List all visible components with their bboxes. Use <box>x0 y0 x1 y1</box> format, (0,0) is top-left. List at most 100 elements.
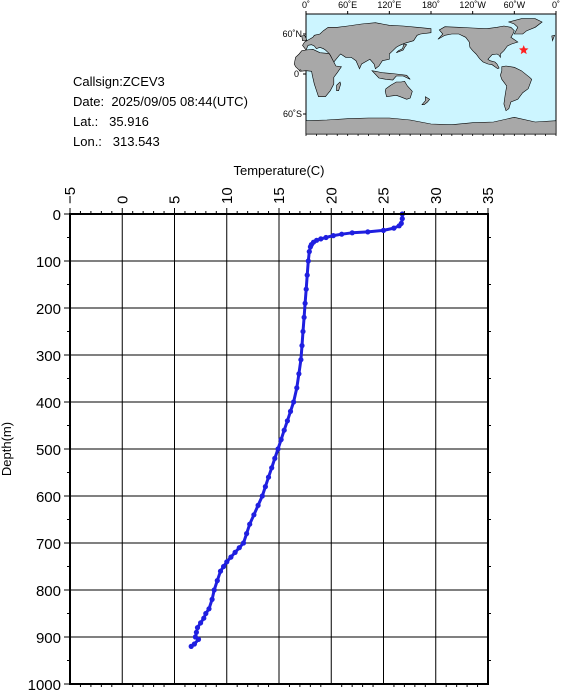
callsign-label: Callsign: <box>73 74 123 89</box>
x-tick-label: 10 <box>219 187 236 204</box>
profile-point <box>318 236 324 242</box>
x-tick-label: 15 <box>271 187 288 204</box>
y-tick-label: 900 <box>36 630 61 647</box>
profile-point <box>339 231 345 237</box>
map-ticks <box>303 11 557 136</box>
lon-label: Lon.: <box>73 134 102 149</box>
profile-point <box>240 540 247 546</box>
profile-point <box>287 408 294 414</box>
y-tick-label: 600 <box>36 489 61 506</box>
profile-point <box>294 385 300 391</box>
profile-point <box>365 229 371 235</box>
profile-point <box>203 610 209 617</box>
x-tick-label: 5 <box>167 196 184 204</box>
profile-point <box>272 455 278 461</box>
profile-point <box>396 223 402 229</box>
temperature-profile-line <box>189 212 404 648</box>
map-landmass <box>305 116 557 135</box>
profile-point <box>224 559 230 565</box>
map-landmass <box>437 25 519 70</box>
profile-point <box>244 531 250 537</box>
y-tick-label: 700 <box>36 536 61 553</box>
map-lat-label: 60˚S <box>283 109 302 119</box>
profile-point <box>188 643 194 650</box>
chart-ticks <box>64 208 491 687</box>
profile-point <box>247 521 253 527</box>
map-landmass <box>336 81 342 91</box>
profile-point <box>195 636 202 643</box>
map-lon-label: 120˚E <box>377 0 401 10</box>
profile-point <box>305 258 311 264</box>
y-tick-label: 800 <box>36 583 61 600</box>
y-axis-title: Depth(m) <box>0 422 14 476</box>
y-tick-labels: 0 100 200 300 400 500 600 700 800 900 1000 <box>28 207 61 690</box>
x-tick-label: −5 <box>62 187 79 204</box>
star-icon <box>519 45 529 55</box>
date-label: Date: <box>73 94 105 109</box>
profile-point <box>298 357 304 363</box>
profile-point <box>399 216 405 222</box>
y-tick-label: 400 <box>36 395 61 412</box>
x-tick-label: 25 <box>376 187 393 204</box>
profile-point <box>275 446 281 452</box>
profile-point <box>304 272 310 278</box>
map-land <box>293 18 557 135</box>
profile-point <box>307 244 313 250</box>
map-landmass <box>421 96 431 105</box>
profile-point <box>194 625 201 631</box>
lon-value: 313.543 <box>112 134 160 149</box>
y-tick-label: 300 <box>36 348 61 365</box>
x-axis-title: Temperature(C) <box>233 163 324 178</box>
profile-point <box>281 427 287 433</box>
map-landmass <box>500 65 533 112</box>
float-info-panel: Callsign:ZCEV3 Date: 2025/09/05 08:44(UT… <box>73 72 248 152</box>
map-lon-label: 60˚W <box>504 0 526 10</box>
lat-row: Lat.: 35.916 <box>73 112 248 132</box>
profile-point <box>300 328 306 335</box>
map-landmass <box>396 43 408 53</box>
profile-point <box>228 554 234 560</box>
map-lon-label: 180˚ <box>422 0 440 10</box>
profile-point <box>206 606 212 612</box>
map-lon-label: 0˚ <box>302 0 310 10</box>
map-lon-label: 0˚ <box>552 0 560 10</box>
profile-point <box>296 371 302 377</box>
map-landmass <box>384 80 413 100</box>
map-landmass <box>507 18 543 35</box>
x-tick-label: 30 <box>428 187 445 204</box>
lat-value: 35.916 <box>109 114 149 129</box>
map-labels: 0˚ 60˚E 120˚E 180˚ 120˚W 60˚W 0˚ 60˚N 0˚ 60˚S <box>282 0 560 119</box>
profile-point <box>232 549 238 556</box>
profile-point <box>255 502 261 508</box>
location-map: 0˚ 60˚E 120˚E 180˚ 120˚W 60˚W 0˚ 60˚N 0˚ 60˚S <box>282 0 560 136</box>
profile-point <box>236 545 242 551</box>
profile-point <box>221 563 227 570</box>
lat-label: Lat.: <box>73 114 99 129</box>
date-row: Date: 2025/09/05 08:44(UTC) <box>73 92 248 112</box>
map-landmass <box>371 70 411 81</box>
profile-point <box>211 587 217 593</box>
profile-point <box>349 230 355 236</box>
x-tick-label: 35 <box>480 187 497 204</box>
profile-point <box>259 493 265 499</box>
map-lat-label: 0˚ <box>294 69 302 79</box>
profile-point <box>299 343 305 349</box>
map-landmass <box>301 34 308 42</box>
map-lat-label: 60˚N <box>282 29 302 39</box>
profile-point <box>209 596 215 603</box>
map-lon-label: 120˚W <box>459 0 486 10</box>
map-landmass <box>551 34 556 42</box>
profile-point <box>214 578 220 584</box>
lon-row: Lon.: 313.543 <box>73 132 248 152</box>
y-tick-label: 0 <box>53 207 61 224</box>
profile-point <box>302 300 308 306</box>
profile-point <box>306 249 312 255</box>
callsign-row: Callsign:ZCEV3 <box>73 72 248 92</box>
map-lon-label: 60˚E <box>338 0 357 10</box>
x-tick-label: 0 <box>114 196 131 204</box>
profile-point <box>330 233 336 239</box>
y-tick-label: 1000 <box>28 677 61 690</box>
x-tick-label: 20 <box>323 187 340 204</box>
profile-point <box>380 227 387 233</box>
